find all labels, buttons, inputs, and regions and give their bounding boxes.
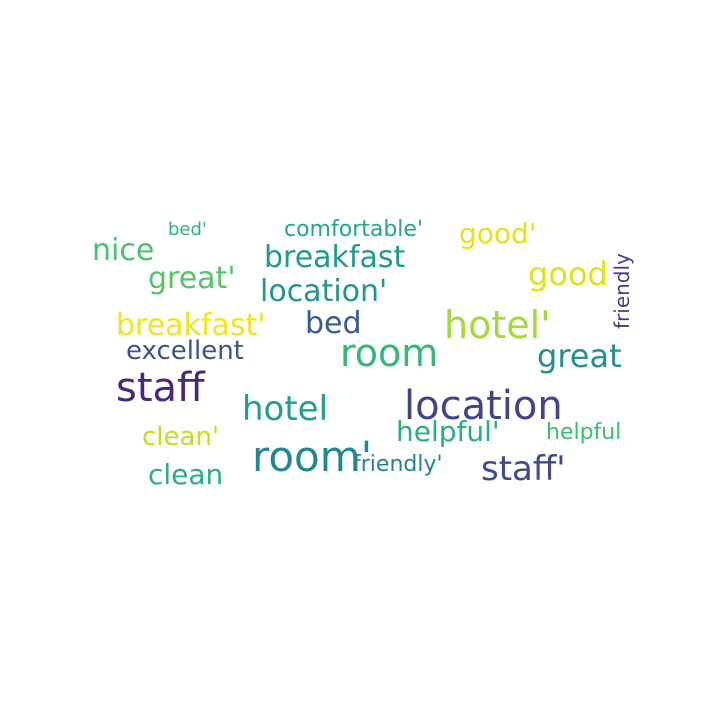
word-nice: nice [92,233,155,268]
word-location-quote: location' [260,274,388,309]
word-breakfast-quote: breakfast' [116,308,266,343]
word-excellent: excellent [126,336,244,366]
word-bed: bed [305,306,362,341]
word-helpful-quote: helpful' [396,415,500,448]
word-friendly-quote: friendly' [353,452,443,477]
word-bed-quote: bed' [168,219,207,240]
word-helpful: helpful [546,420,622,445]
word-good: good [528,255,608,293]
word-hotel: hotel [242,389,329,429]
word-good-quote: good' [459,217,537,250]
word-clean: clean [148,458,224,491]
word-friendly: friendly [610,253,634,329]
word-staff-quote: staff' [481,449,566,489]
word-clean-quote: clean' [142,422,220,452]
word-staff: staff [116,365,205,411]
word-great: great [537,337,622,375]
word-room-quote: room' [252,432,373,481]
word-great-quote: great' [148,261,236,296]
word-hotel-quote: hotel' [444,303,551,347]
word-room: room [340,331,439,375]
word-breakfast: breakfast [264,240,406,275]
word-location: location [404,383,563,429]
word-comfortable-quote: comfortable' [284,217,424,242]
